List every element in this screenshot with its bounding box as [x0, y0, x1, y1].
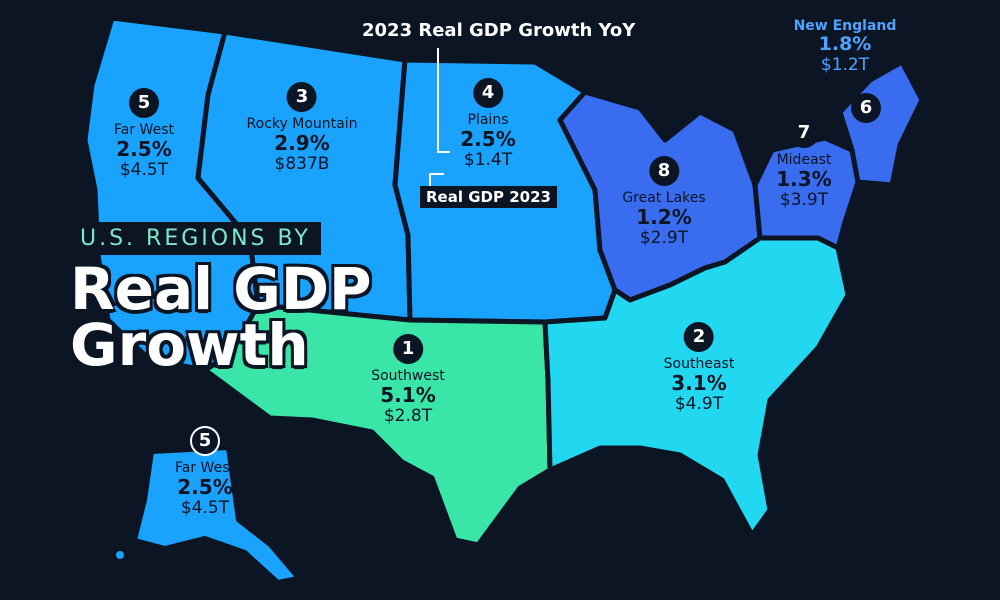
rank-badge: 4: [473, 78, 503, 108]
region-name: Mideast: [776, 152, 832, 168]
rank-badge: 5: [189, 426, 220, 456]
title-subtitle: U.S. REGIONS BY: [70, 222, 321, 255]
legend-gdp-label: Real GDP 2023: [420, 186, 557, 208]
region-gdp: $1.4T: [463, 150, 513, 171]
label-plains: 4 Plains 2.5% $1.4T: [460, 78, 516, 171]
region-name: Far West: [114, 122, 174, 138]
title-block: U.S. REGIONS BY Real GDP Growth: [70, 222, 372, 379]
label-southwest: 1 Southwest 5.1% $2.8T: [371, 334, 445, 427]
hawaii-island: [116, 551, 124, 559]
region-gdp: $837B: [274, 154, 330, 175]
region-southeast: [542, 235, 851, 538]
region-growth: 1.8%: [818, 33, 872, 56]
label-rocky-mountain: 3 Rocky Mountain 2.9% $837B: [246, 82, 358, 175]
region-growth: 5.1%: [380, 383, 436, 408]
region-name: Plains: [467, 112, 509, 128]
region-gdp: $4.5T: [119, 160, 169, 181]
region-gdp: $2.8T: [383, 406, 433, 427]
region-growth: 2.5%: [116, 137, 172, 162]
region-growth: 2.5%: [177, 475, 233, 500]
title-line-2: Growth: [70, 311, 309, 379]
rank-badge: 7: [789, 118, 819, 148]
label-new-england: New England 1.8% $1.2T: [794, 18, 897, 75]
rank-badge: 3: [287, 82, 317, 112]
label-mideast: 7 Mideast 1.3% $3.9T: [776, 118, 832, 211]
region-name: Southeast: [663, 356, 735, 372]
label-alaska: 5 Far West 2.5% $4.5T: [175, 426, 235, 519]
region-growth: 1.3%: [776, 167, 832, 192]
region-name: Great Lakes: [622, 190, 706, 206]
region-growth: 2.5%: [460, 127, 516, 152]
region-growth: 3.1%: [671, 371, 727, 396]
label-far-west: 5 Far West 2.5% $4.5T: [114, 88, 174, 181]
rank-badge: 8: [648, 156, 679, 186]
region-southwest: [202, 302, 553, 548]
region-gdp: $4.5T: [180, 498, 230, 519]
rank-badge: 5: [128, 88, 159, 118]
region-gdp: $4.9T: [674, 394, 724, 415]
label-great-lakes: 8 Great Lakes 1.2% $2.9T: [622, 156, 706, 249]
rank-badge: 2: [683, 322, 714, 352]
title-line-1: Real GDP: [70, 255, 372, 323]
region-gdp: $2.9T: [639, 228, 689, 249]
region-alaska: [133, 446, 300, 584]
region-growth: 2.9%: [274, 131, 330, 156]
region-name: Rocky Mountain: [246, 116, 358, 132]
region-new-england: [837, 59, 925, 188]
rank-badge: 1: [392, 334, 423, 364]
region-gdp: $1.2T: [820, 54, 870, 75]
rank-badge: 6: [851, 93, 881, 123]
region-gdp: $3.9T: [779, 190, 829, 211]
label-southeast: 2 Southeast 3.1% $4.9T: [663, 322, 735, 415]
region-name: Southwest: [371, 368, 445, 384]
legend-growth-label: 2023 Real GDP Growth YoY: [356, 20, 642, 41]
region-growth: 1.2%: [636, 205, 692, 230]
region-name: New England: [793, 18, 897, 34]
region-name: Far West: [175, 460, 235, 476]
label-new-england-badge: 6: [851, 93, 881, 127]
